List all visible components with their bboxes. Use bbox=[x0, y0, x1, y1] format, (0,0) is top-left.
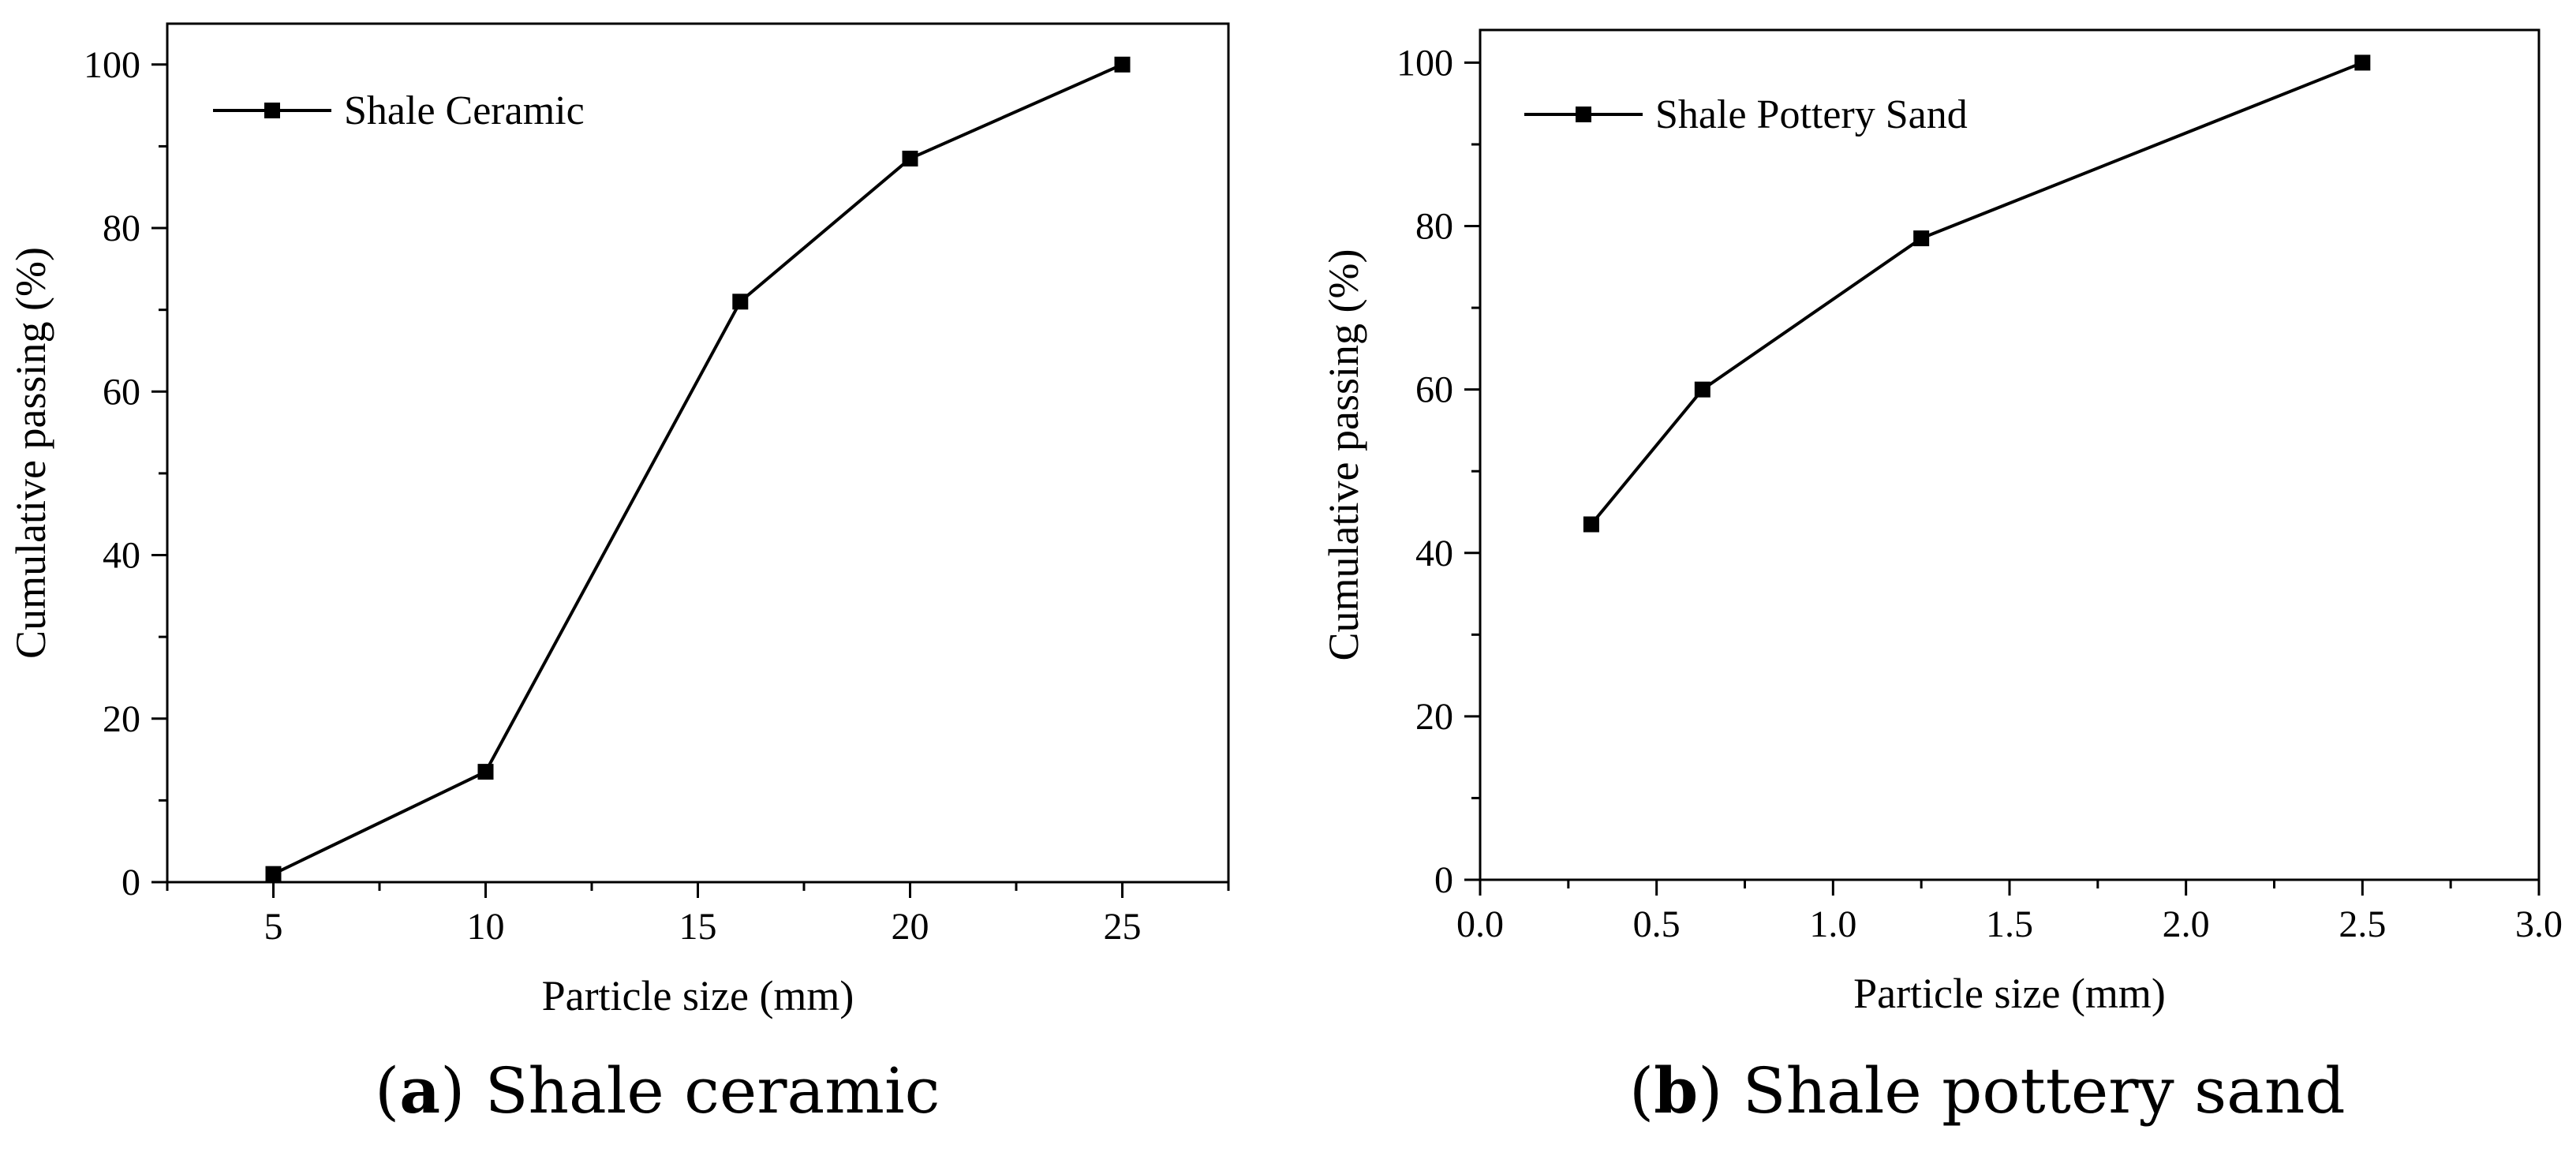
y-tick-label: 100 bbox=[1396, 42, 1453, 84]
data-point bbox=[477, 764, 494, 780]
x-tick-label: 25 bbox=[1104, 906, 1142, 948]
data-point bbox=[265, 866, 282, 882]
chart-b: 0.0 0.5 1.0 1.5 2.0 2.5 3.0 0 20 40 60 80 100 Particl… bbox=[1320, 28, 2563, 1017]
data-point bbox=[732, 294, 749, 310]
y-tick-label: 40 bbox=[1415, 533, 1453, 574]
legend-marker bbox=[264, 103, 280, 118]
y-tick-label: 0 bbox=[122, 862, 140, 903]
x-axis-label: Particle size (mm) bbox=[1853, 970, 2166, 1017]
x-tick-label: 5 bbox=[264, 906, 283, 948]
x-tick-label: 1.0 bbox=[1809, 903, 1856, 945]
x-tick-label: 20 bbox=[892, 906, 929, 948]
legend-marker bbox=[1576, 107, 1591, 122]
data-point bbox=[1114, 56, 1131, 73]
caption-a-letter: a bbox=[399, 1053, 441, 1128]
caption-b: (b) Shale pottery sand bbox=[1629, 1053, 2346, 1128]
plot-frame bbox=[1479, 28, 2540, 881]
data-point bbox=[1694, 381, 1710, 398]
y-tick-label: 20 bbox=[103, 698, 140, 740]
y-axis-label: Cumulative passing (%) bbox=[1320, 249, 1367, 661]
x-tick-label: 10 bbox=[467, 906, 505, 948]
x-tick-label: 2.5 bbox=[2339, 903, 2386, 945]
plot-frame bbox=[166, 22, 1230, 884]
series-line bbox=[1590, 61, 2364, 526]
series-line bbox=[272, 62, 1123, 876]
y-tick-label: 80 bbox=[1415, 206, 1453, 248]
x-tick-label: 3.0 bbox=[2515, 903, 2563, 945]
y-tick-label: 80 bbox=[103, 208, 140, 249]
data-point bbox=[902, 150, 918, 166]
x-tick-label: 1.5 bbox=[1986, 903, 2033, 945]
caption-a: (a) Shale ceramic bbox=[375, 1053, 940, 1128]
y-tick-label: 40 bbox=[103, 535, 140, 577]
x-tick-label: 0.0 bbox=[1456, 903, 1504, 945]
y-axis-label: Cumulative passing (%) bbox=[7, 247, 54, 659]
caption-b-text: Shale pottery sand bbox=[1742, 1054, 2346, 1128]
x-tick-label: 0.5 bbox=[1633, 903, 1681, 945]
data-point bbox=[1913, 230, 1930, 247]
y-tick-label: 100 bbox=[84, 44, 140, 86]
y-tick-label: 0 bbox=[1434, 859, 1453, 901]
data-point bbox=[1583, 516, 1599, 533]
y-tick-label: 60 bbox=[1415, 369, 1453, 411]
x-axis-label: Particle size (mm) bbox=[542, 972, 854, 1019]
y-tick-label: 60 bbox=[103, 371, 140, 413]
caption-b-letter: b bbox=[1654, 1053, 1699, 1128]
caption-a-text: Shale ceramic bbox=[484, 1054, 940, 1128]
legend-label: Shale Ceramic bbox=[344, 88, 585, 133]
y-tick-label: 20 bbox=[1415, 696, 1453, 738]
data-point bbox=[2354, 54, 2371, 71]
legend-label: Shale Pottery Sand bbox=[1655, 92, 1968, 137]
chart-a: 5 10 15 20 25 0 20 40 60 80 100 Particle size (mm) C… bbox=[7, 22, 1230, 1019]
x-tick-label: 15 bbox=[679, 906, 717, 948]
x-tick-label: 2.0 bbox=[2163, 903, 2210, 945]
